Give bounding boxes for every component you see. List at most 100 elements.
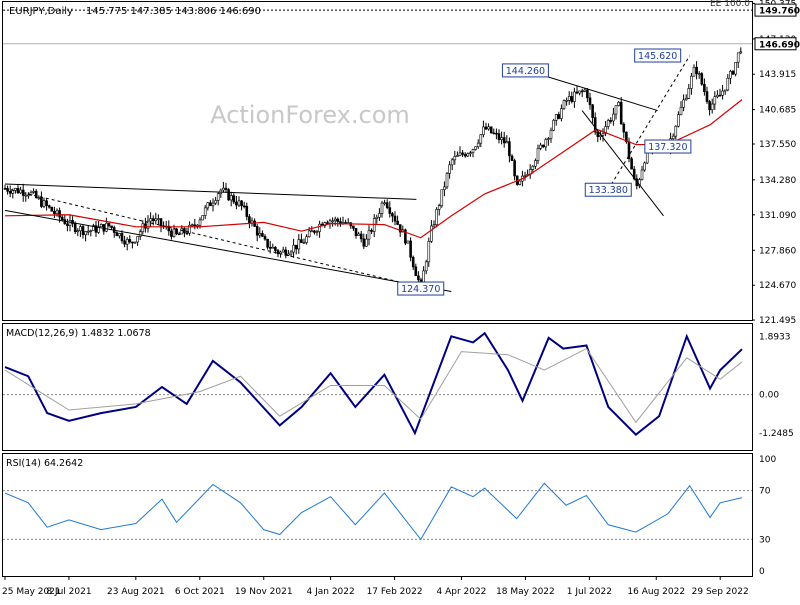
rsi-axis-tick: 0 xyxy=(759,567,765,577)
macd-axis-tick: -1.2485 xyxy=(759,429,794,439)
candle-body xyxy=(739,51,743,54)
candle-body xyxy=(474,146,477,150)
price-annotation-label: 133.380 xyxy=(589,185,628,196)
target-price-box xyxy=(754,3,797,17)
candle-body xyxy=(539,144,542,149)
candle-body xyxy=(229,195,233,201)
candle-body xyxy=(565,100,568,102)
candle-body xyxy=(523,174,527,177)
candle-body xyxy=(617,101,620,106)
candle-body xyxy=(736,52,740,63)
candle-body xyxy=(47,205,51,208)
candle-body xyxy=(458,152,462,156)
candle-body xyxy=(723,89,727,92)
price-panel-frame xyxy=(2,1,753,321)
candle-body xyxy=(484,126,488,130)
target-price-box-label: 149.760 xyxy=(759,7,800,17)
moving-average-line xyxy=(4,99,743,239)
candle-body xyxy=(289,251,293,255)
candle-body xyxy=(378,213,381,218)
candle-body xyxy=(682,99,685,108)
candle-body xyxy=(710,103,714,111)
candle-body xyxy=(430,225,433,242)
candle-body xyxy=(268,247,272,249)
candle-body xyxy=(409,240,412,258)
rsi-panel-title: RSI(14) 64.2642 xyxy=(6,458,83,469)
candle-body xyxy=(567,96,571,101)
candle-body xyxy=(81,226,85,236)
candle-body xyxy=(79,226,82,232)
candle-body xyxy=(703,83,706,92)
candle-body xyxy=(578,90,581,94)
candle-body xyxy=(227,189,230,201)
price-ohlc-readout: 145.775 147.385 143.806 146.690 xyxy=(86,6,261,17)
candle-body xyxy=(258,233,262,236)
candle-body xyxy=(310,230,314,233)
candle-body xyxy=(708,101,711,111)
candle-body xyxy=(27,194,30,197)
candle-body xyxy=(53,210,56,215)
price-axis-tick: 124.670 xyxy=(759,281,796,291)
rsi-axis-tick: 100 xyxy=(759,455,776,465)
candle-body xyxy=(266,238,269,248)
candle-body xyxy=(128,239,132,243)
candle-body xyxy=(398,224,402,233)
candle-body xyxy=(193,224,197,227)
candle-body xyxy=(167,225,171,232)
candle-body xyxy=(544,139,548,148)
candle-body xyxy=(6,188,9,192)
candle-body xyxy=(541,144,545,148)
candle-body xyxy=(549,129,553,139)
candle-body xyxy=(110,225,113,228)
candle-body xyxy=(591,104,594,118)
candle-body xyxy=(536,148,540,161)
candle-body xyxy=(94,225,98,233)
candle-body xyxy=(196,224,199,227)
candle-body xyxy=(508,141,511,157)
price-annotation-box xyxy=(501,63,549,78)
candle-body xyxy=(679,106,683,115)
candle-body xyxy=(580,90,584,93)
candle-body xyxy=(422,270,425,283)
candle-body xyxy=(131,241,134,244)
candle-body xyxy=(214,200,217,204)
candle-body xyxy=(640,169,644,180)
candle-body xyxy=(318,223,321,232)
candle-body xyxy=(606,120,610,127)
candle-body xyxy=(500,137,503,140)
candle-body xyxy=(274,246,277,251)
candle-body xyxy=(453,156,457,161)
price-annotation-box xyxy=(397,281,445,296)
candle-body xyxy=(734,61,737,75)
candle-body xyxy=(487,126,490,130)
candle-body xyxy=(432,224,436,227)
candle-body xyxy=(435,209,438,225)
candle-body xyxy=(687,88,691,99)
candle-body xyxy=(144,223,147,229)
candle-body xyxy=(136,236,139,243)
date-axis-tick: 23 Aug 2021 xyxy=(107,587,165,597)
candle-body xyxy=(209,202,212,207)
candle-body xyxy=(107,222,111,227)
candle-body xyxy=(705,91,709,102)
candle-body xyxy=(469,152,472,155)
candle-body xyxy=(118,233,121,237)
price-axis-tick: 143.915 xyxy=(759,70,796,80)
candle-body xyxy=(14,188,17,191)
candle-body xyxy=(479,134,483,144)
candle-body xyxy=(45,200,48,206)
macd-axis-tick: 1.8933 xyxy=(759,332,791,342)
candle-body xyxy=(302,242,306,244)
candle-body xyxy=(609,120,613,122)
candle-body xyxy=(466,153,470,157)
candle-body xyxy=(461,152,464,155)
target-level-label: EE 100.0 xyxy=(710,0,750,9)
candle-body xyxy=(149,218,152,222)
trendline xyxy=(607,55,691,190)
price-annotation-label: 124.370 xyxy=(401,284,440,295)
candle-body xyxy=(68,220,72,226)
candle-body xyxy=(89,230,93,232)
candle-body xyxy=(245,205,249,217)
candle-body xyxy=(201,215,204,221)
